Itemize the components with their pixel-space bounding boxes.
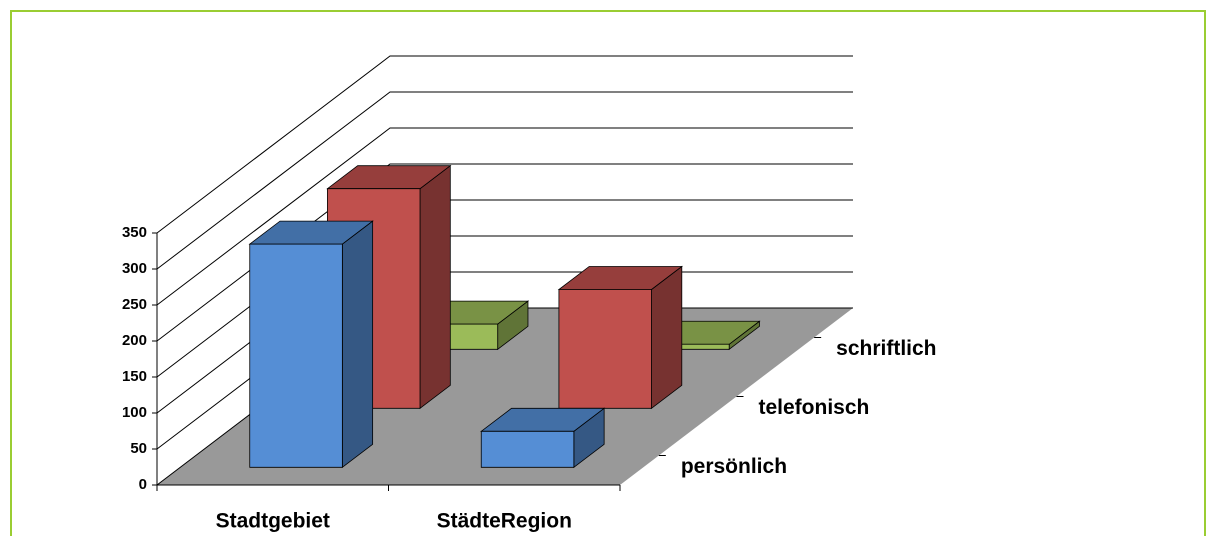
- legend-label: schriftlich: [836, 337, 936, 360]
- bar: [558, 289, 652, 409]
- bar-side: [651, 265, 683, 410]
- frame: [10, 10, 1206, 536]
- legend-label: persönlich: [681, 455, 787, 478]
- x-tick-label: Stadtgebiet: [216, 510, 330, 533]
- legend-label: telefonisch: [759, 396, 870, 419]
- y-tick-label: 250: [122, 296, 147, 313]
- grid-line: [156, 55, 853, 234]
- y-tick-label: 100: [122, 404, 147, 421]
- grid-line: [156, 163, 853, 342]
- bar-side: [419, 164, 451, 410]
- y-tick-label: 350: [122, 224, 147, 241]
- y-tick-label: 50: [130, 440, 147, 457]
- x-tick-label: StädteRegion: [437, 510, 572, 533]
- bar: [480, 430, 575, 468]
- y-tick-label: 300: [122, 260, 147, 277]
- grid-line: [156, 91, 853, 270]
- y-tick-label: 0: [139, 476, 147, 493]
- y-tick-label: 200: [122, 332, 147, 349]
- bar-side: [341, 220, 374, 469]
- bar: [249, 243, 343, 468]
- y-tick-label: 150: [122, 368, 147, 385]
- grid-line: [156, 127, 853, 306]
